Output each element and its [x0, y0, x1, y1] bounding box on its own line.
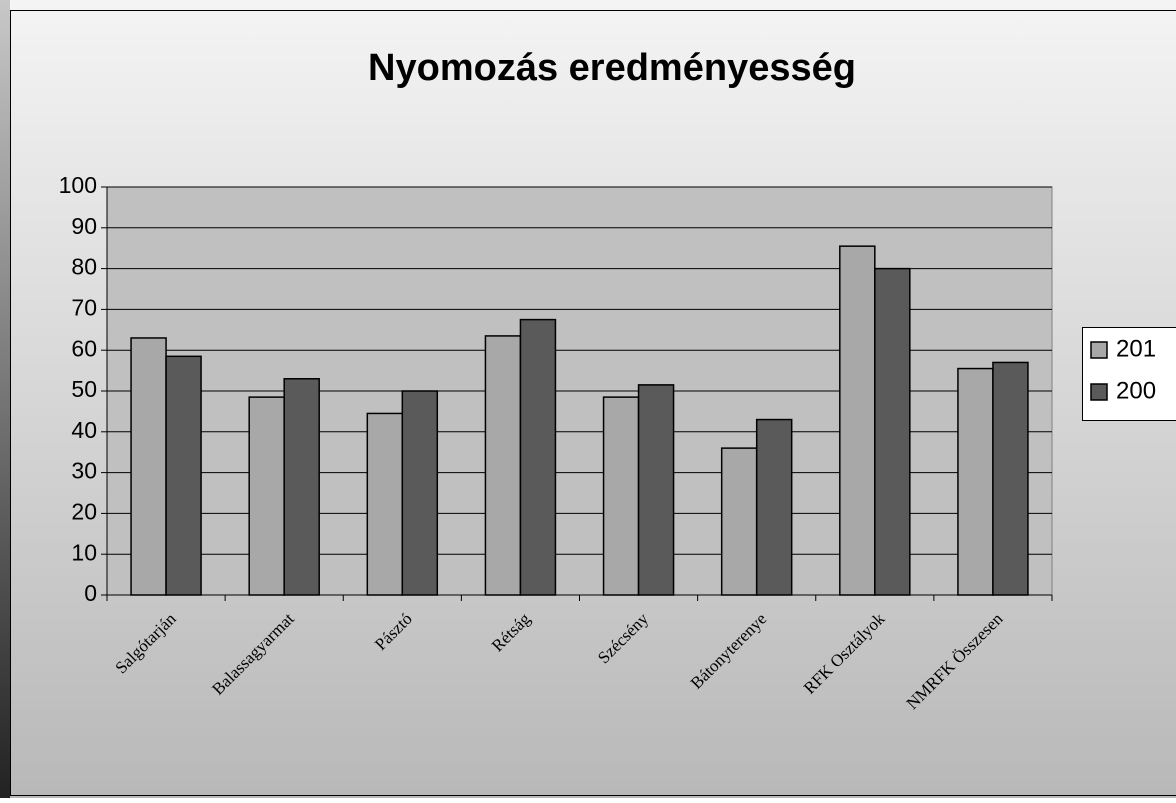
- y-tick-label: 0: [84, 580, 97, 606]
- bar: [402, 391, 437, 595]
- bar: [520, 320, 555, 595]
- bar: [722, 448, 757, 595]
- y-tick-label: 80: [71, 254, 97, 280]
- y-tick-label: 10: [71, 539, 97, 565]
- y-tick-label: 90: [71, 213, 97, 239]
- bar: [604, 397, 639, 595]
- bar: [639, 385, 674, 595]
- y-tick-label: 60: [71, 335, 97, 361]
- bar: [485, 336, 520, 595]
- y-tick-label: 30: [71, 458, 97, 484]
- bar: [166, 356, 201, 595]
- edge: [0, 0, 10, 798]
- bar: [875, 269, 910, 595]
- bar: [249, 397, 284, 595]
- bar: [367, 413, 402, 595]
- legend-label: 201: [1116, 335, 1156, 362]
- legend-swatch: [1091, 342, 1107, 358]
- bar: [131, 338, 166, 595]
- bar: [958, 369, 993, 595]
- y-tick-label: 50: [71, 376, 97, 402]
- bar: [993, 362, 1028, 595]
- y-tick-label: 70: [71, 294, 97, 320]
- chart-title: Nyomozás eredményesség: [368, 47, 856, 89]
- bar: [840, 246, 875, 595]
- y-tick-label: 40: [71, 417, 97, 443]
- legend-label: 200: [1116, 377, 1156, 404]
- bar: [757, 420, 792, 595]
- y-tick-label: 20: [71, 498, 97, 524]
- legend-swatch: [1091, 384, 1107, 400]
- bar: [284, 379, 319, 595]
- y-tick-label: 100: [59, 172, 97, 198]
